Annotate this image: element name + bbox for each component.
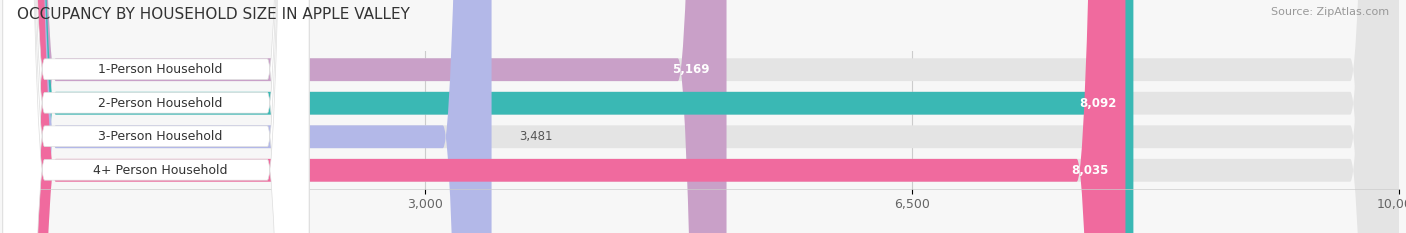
Text: Source: ZipAtlas.com: Source: ZipAtlas.com xyxy=(1271,7,1389,17)
FancyBboxPatch shape xyxy=(7,0,1399,233)
FancyBboxPatch shape xyxy=(3,0,309,233)
FancyBboxPatch shape xyxy=(7,0,1399,233)
FancyBboxPatch shape xyxy=(3,0,309,233)
FancyBboxPatch shape xyxy=(3,0,309,233)
Text: OCCUPANCY BY HOUSEHOLD SIZE IN APPLE VALLEY: OCCUPANCY BY HOUSEHOLD SIZE IN APPLE VAL… xyxy=(17,7,409,22)
Text: 1-Person Household: 1-Person Household xyxy=(98,63,222,76)
FancyBboxPatch shape xyxy=(7,0,1125,233)
Text: 2-Person Household: 2-Person Household xyxy=(98,97,222,110)
FancyBboxPatch shape xyxy=(7,0,727,233)
FancyBboxPatch shape xyxy=(7,0,1133,233)
Text: 8,035: 8,035 xyxy=(1071,164,1109,177)
Text: 4+ Person Household: 4+ Person Household xyxy=(93,164,228,177)
FancyBboxPatch shape xyxy=(7,0,1399,233)
Text: 8,092: 8,092 xyxy=(1080,97,1116,110)
Text: 3-Person Household: 3-Person Household xyxy=(98,130,222,143)
Text: 5,169: 5,169 xyxy=(672,63,710,76)
FancyBboxPatch shape xyxy=(3,0,309,233)
Text: 3,481: 3,481 xyxy=(519,130,553,143)
FancyBboxPatch shape xyxy=(7,0,1399,233)
FancyBboxPatch shape xyxy=(7,0,492,233)
